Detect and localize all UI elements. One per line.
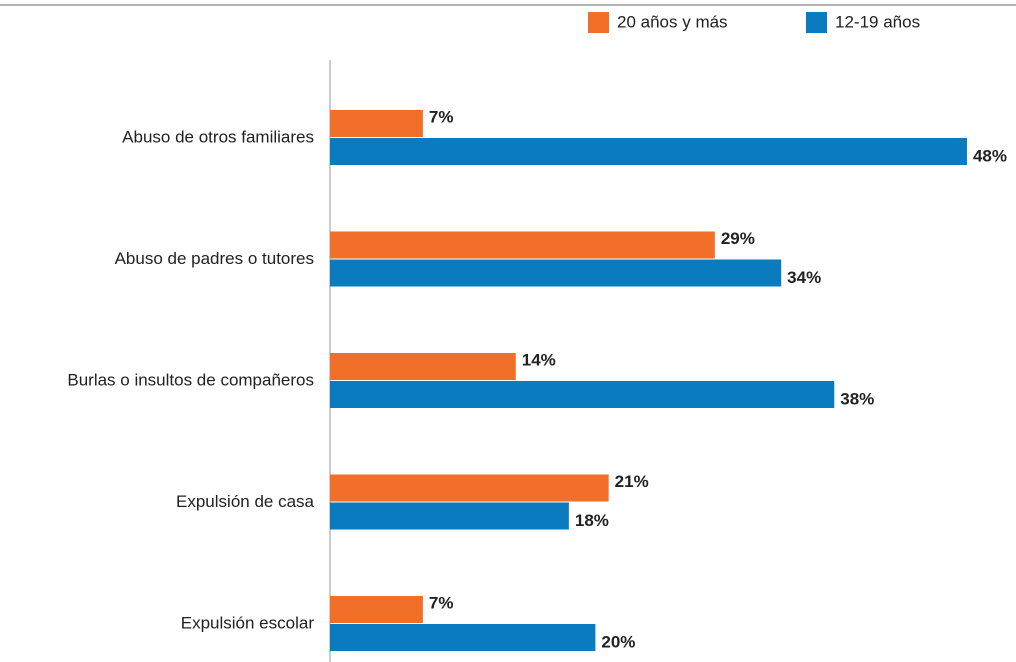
value-label: 48% [973, 146, 1007, 165]
value-label: 34% [787, 268, 821, 287]
value-label: 7% [429, 593, 454, 612]
category-label: Burlas o insultos de compañeros [67, 370, 314, 389]
value-label: 21% [615, 472, 649, 491]
category-label: Abuso de otros familiares [122, 127, 314, 146]
bar [330, 381, 835, 408]
bar [330, 353, 516, 380]
legend-swatch [806, 12, 827, 33]
bar [330, 259, 782, 287]
value-label: 14% [522, 350, 556, 369]
bar [330, 231, 715, 259]
value-label: 18% [575, 511, 609, 530]
legend-label: 20 años y más [617, 12, 728, 31]
bar [330, 502, 569, 530]
category-label: Abuso de padres o tutores [115, 249, 314, 268]
bar [330, 110, 423, 137]
category-label: Expulsión escolar [181, 613, 315, 632]
category-label: Expulsión de casa [176, 492, 315, 511]
bar [330, 596, 423, 623]
bar [330, 474, 609, 502]
value-label: 29% [721, 229, 755, 248]
value-label: 38% [840, 389, 874, 408]
value-label: 7% [429, 107, 454, 126]
bar [330, 624, 596, 651]
value-label: 20% [601, 632, 635, 651]
legend-label: 12-19 años [835, 12, 920, 31]
legend-swatch [588, 12, 609, 33]
bar [330, 138, 967, 165]
